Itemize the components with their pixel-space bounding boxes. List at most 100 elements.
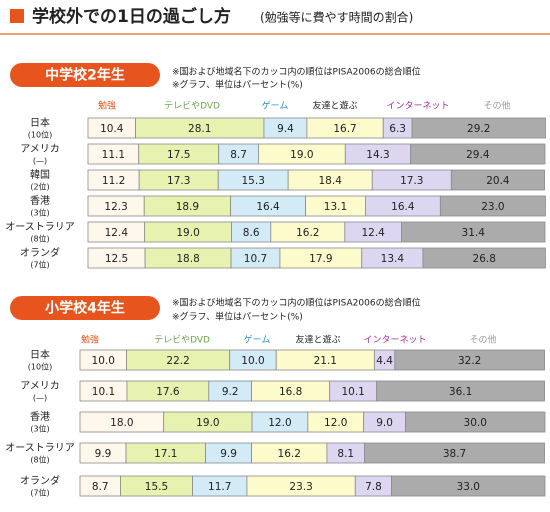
legend-label: インターネット <box>386 101 449 112</box>
country-rank: (8位) <box>30 234 49 244</box>
bar-segment <box>410 143 546 165</box>
country-name: 韓国 <box>30 169 50 181</box>
value-label: 16.4 <box>391 201 415 213</box>
note: ※国および地域名下のカッコ内の順位はPISA2006の総合順位 <box>172 297 421 309</box>
value-label: 8.1 <box>337 448 354 460</box>
country-name: オーストラリア <box>5 221 75 233</box>
country-name: 日本 <box>30 116 50 129</box>
value-label: 30.0 <box>464 417 487 429</box>
country-name: オーストラリア <box>5 442 75 454</box>
value-label: 32.2 <box>458 355 481 367</box>
value-label: 18.9 <box>176 201 199 213</box>
bar-segment <box>422 247 546 269</box>
bar-segment <box>394 349 545 371</box>
value-label: 6.3 <box>389 123 406 135</box>
country-name: 香港 <box>30 195 50 207</box>
legend-label: ゲーム <box>244 334 271 346</box>
value-label: 22.2 <box>166 355 189 367</box>
section-title: 小学校4年生 <box>45 300 125 317</box>
value-label: 19.0 <box>290 149 313 161</box>
value-label: 10.4 <box>100 123 124 135</box>
country-rank: (3位) <box>30 208 49 218</box>
note: ※グラフ、単位はパーセント(%) <box>172 79 303 91</box>
value-label: 17.3 <box>167 175 190 187</box>
value-label: 12.0 <box>268 417 291 429</box>
value-label: 10.7 <box>244 253 267 265</box>
country-rank: (10位) <box>28 362 52 372</box>
country-rank: (8位) <box>30 455 49 465</box>
value-label: 17.6 <box>156 386 180 398</box>
country-name: オランダ <box>20 474 60 487</box>
value-label: 9.4 <box>277 123 294 135</box>
value-label: 18.8 <box>176 253 199 265</box>
value-label: 28.1 <box>188 123 211 135</box>
value-label: 10.1 <box>341 386 364 398</box>
value-label: 26.8 <box>473 253 496 265</box>
value-label: 29.2 <box>467 123 490 135</box>
note: ※国および地域名下のカッコ内の順位はPISA2006の総合順位 <box>172 66 421 78</box>
legend-label: 友達と遊ぶ <box>295 334 340 346</box>
value-label: 10.1 <box>92 386 115 398</box>
value-label: 7.8 <box>365 481 382 493</box>
bar-segment <box>411 117 546 139</box>
value-label: 16.2 <box>296 227 319 239</box>
value-label: 9.2 <box>222 386 239 398</box>
section-title: 中学校2年生 <box>45 67 125 84</box>
value-label: 12.0 <box>324 417 347 429</box>
country-rank: (7位) <box>30 488 49 498</box>
value-label: 18.4 <box>319 175 343 187</box>
value-label: 23.0 <box>481 201 504 213</box>
value-label: 33.0 <box>457 481 480 493</box>
value-label: 19.0 <box>176 227 199 239</box>
bar-segment <box>401 221 546 243</box>
value-label: 9.9 <box>220 448 237 460</box>
value-label: 16.7 <box>333 123 356 135</box>
value-label: 12.5 <box>105 253 128 265</box>
legend-label: 友達と遊ぶ <box>312 100 357 112</box>
legend-label: その他 <box>469 334 496 346</box>
value-label: 18.0 <box>110 417 133 429</box>
country-name: アメリカ <box>20 143 60 155</box>
value-label: 11.2 <box>102 175 125 187</box>
value-label: 13.4 <box>381 253 405 265</box>
value-label: 17.3 <box>400 175 423 187</box>
bar-segment <box>364 442 545 464</box>
value-label: 8.6 <box>243 227 260 239</box>
value-label: 12.3 <box>104 201 127 213</box>
value-label: 9.0 <box>376 417 393 429</box>
country-rank: (—) <box>33 157 47 166</box>
bar-segment <box>376 380 545 402</box>
value-label: 23.3 <box>289 481 312 493</box>
value-label: 11.7 <box>208 481 231 493</box>
legend-label: その他 <box>483 100 510 112</box>
value-label: 13.1 <box>324 201 347 213</box>
value-label: 14.3 <box>366 149 389 161</box>
country-rank: (2位) <box>30 182 49 192</box>
value-label: 15.3 <box>242 175 265 187</box>
value-label: 10.0 <box>92 355 115 367</box>
bar-segment <box>391 475 546 497</box>
page-subtitle: (勉強等に費やす時間の割合) <box>260 10 413 25</box>
value-label: 4.4 <box>376 355 393 367</box>
value-label: 16.4 <box>256 201 280 213</box>
country-rank: (3位) <box>30 424 49 434</box>
value-label: 17.5 <box>167 149 190 161</box>
country-name: 香港 <box>30 411 50 423</box>
value-label: 31.4 <box>462 227 486 239</box>
legend-label: 勉強 <box>81 334 99 346</box>
value-label: 16.2 <box>278 448 301 460</box>
value-label: 9.9 <box>95 448 112 460</box>
value-label: 29.4 <box>466 149 490 161</box>
value-label: 17.1 <box>154 448 177 460</box>
legend-label: テレビやDVD <box>164 101 220 112</box>
legend-label: 勉強 <box>98 100 116 112</box>
bar-segment <box>450 169 545 191</box>
value-label: 36.1 <box>449 386 472 398</box>
country-name: オランダ <box>20 246 60 259</box>
value-label: 38.7 <box>443 448 466 460</box>
value-label: 16.8 <box>279 386 302 398</box>
value-label: 12.4 <box>105 227 129 239</box>
legend-label: ゲーム <box>262 100 289 112</box>
legend-label: インターネット <box>363 335 426 346</box>
value-label: 17.9 <box>309 253 332 265</box>
